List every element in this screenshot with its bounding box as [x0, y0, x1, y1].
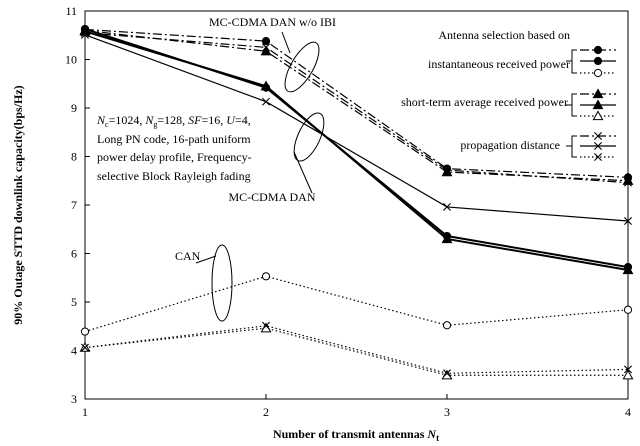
- legend: Antenna selection based on instantaneous…: [401, 28, 616, 161]
- x-tick-label: 3: [444, 405, 450, 419]
- series-line-dan-triangle: [84, 30, 629, 271]
- x-axis-label-sub: t: [436, 433, 439, 443]
- x-axis-label: Number of transmit antennas Nt: [273, 427, 439, 443]
- series-line-can-triangle: [84, 327, 628, 376]
- legend-samples: [566, 45, 616, 161]
- point-can-circle: [80, 327, 90, 336]
- series-line-ibi-triangle: [84, 29, 629, 182]
- point-dan-x: [262, 97, 270, 106]
- point-ibi-x: [624, 178, 632, 187]
- x-axis-label-var: N: [426, 427, 437, 441]
- point-can-triangle: [441, 369, 453, 380]
- legend-marker: [594, 142, 602, 150]
- legend-marker: [592, 88, 604, 99]
- legend-bracket: [571, 135, 577, 158]
- group-annotations: [195, 31, 325, 322]
- y-tick-label: 5: [71, 295, 77, 309]
- point-can-x: [262, 321, 270, 330]
- x-tick-label: 4: [625, 405, 631, 419]
- point-dan-x: [624, 217, 632, 225]
- legend-marker: [594, 153, 602, 161]
- point-ibi-triangle: [260, 45, 272, 56]
- series-line-can-circle: [84, 275, 629, 333]
- legend-label-3: propagation distance: [460, 138, 560, 152]
- x-tick-label: 2: [263, 405, 269, 419]
- point-dan-triangle: [260, 80, 272, 91]
- x-axis-label-text: Number of transmit antennas: [273, 427, 425, 441]
- y-tick-label: 7: [71, 198, 77, 212]
- point-dan-triangle: [441, 233, 453, 244]
- series-line-can-x: [84, 325, 629, 374]
- point-dan-x: [81, 30, 89, 39]
- y-tick-label: 4: [71, 344, 77, 358]
- dan-annotation: MC-CDMA DAN: [228, 190, 315, 204]
- point-can-triangle: [260, 322, 272, 333]
- legend-label-2: short-term average received power: [401, 95, 568, 109]
- point-can-x: [81, 343, 89, 352]
- ibi-annotation: MC-CDMA DAN w/o IBI: [209, 15, 336, 29]
- point-ibi-x: [443, 166, 451, 175]
- y-tick-label: 9: [71, 101, 77, 115]
- y-axis-label: 90% Outage STTD downlink capacity(bps/Hz…: [11, 85, 25, 324]
- point-can-triangle: [622, 369, 634, 380]
- point-can-x: [443, 369, 451, 378]
- y-tick-label: 6: [71, 247, 77, 261]
- point-ibi-triangle: [441, 166, 453, 177]
- legend-bracket: [571, 49, 577, 74]
- series-lines: [84, 27, 629, 376]
- series-line-dan-x: [84, 34, 629, 222]
- params-line-4: selective Block Rayleigh fading: [97, 169, 251, 183]
- legend-marker: [592, 99, 604, 110]
- y-tick-label: 10: [65, 53, 77, 67]
- point-can-x: [624, 365, 632, 374]
- can-annotation: CAN: [175, 249, 201, 263]
- legend-marker: [593, 45, 603, 55]
- point-dan-triangle: [622, 264, 634, 275]
- legend-marker: [593, 68, 603, 78]
- series-line-ibi-x: [84, 32, 629, 184]
- params-line-2: Long PN code, 16-path uniform: [97, 132, 251, 146]
- legend-marker: [593, 56, 603, 66]
- series-line-ibi-circle: [84, 28, 629, 178]
- y-tick-label: 11: [65, 4, 77, 18]
- y-tick-label: 8: [71, 150, 77, 164]
- parameters-annotation: Nc=1024, Ng=128, SF=16, U=4, Long PN cod…: [96, 113, 252, 183]
- y-tick-label: 3: [71, 392, 77, 406]
- x-tick-label: 1: [82, 405, 88, 419]
- point-can-circle: [442, 321, 452, 330]
- legend-bracket: [571, 93, 577, 117]
- point-ibi-x: [262, 43, 270, 52]
- legend-label-1b: instantaneous received power: [428, 57, 570, 71]
- legend-marker: [594, 132, 602, 140]
- point-can-circle: [261, 272, 271, 281]
- series-markers: [79, 24, 634, 380]
- svg-text:Nc=1024, Ng=128, SF=16, U=4: Nc=1024, Ng=128, SF=16, U=4,: [96, 113, 251, 129]
- point-ibi-circle: [261, 36, 271, 46]
- point-can-circle: [623, 305, 633, 314]
- legend-marker: [592, 110, 604, 121]
- params-line-3: power delay profile, Frequency-: [97, 150, 252, 164]
- legend-label-1a: Antenna selection based on: [438, 28, 570, 42]
- point-dan-x: [443, 202, 451, 211]
